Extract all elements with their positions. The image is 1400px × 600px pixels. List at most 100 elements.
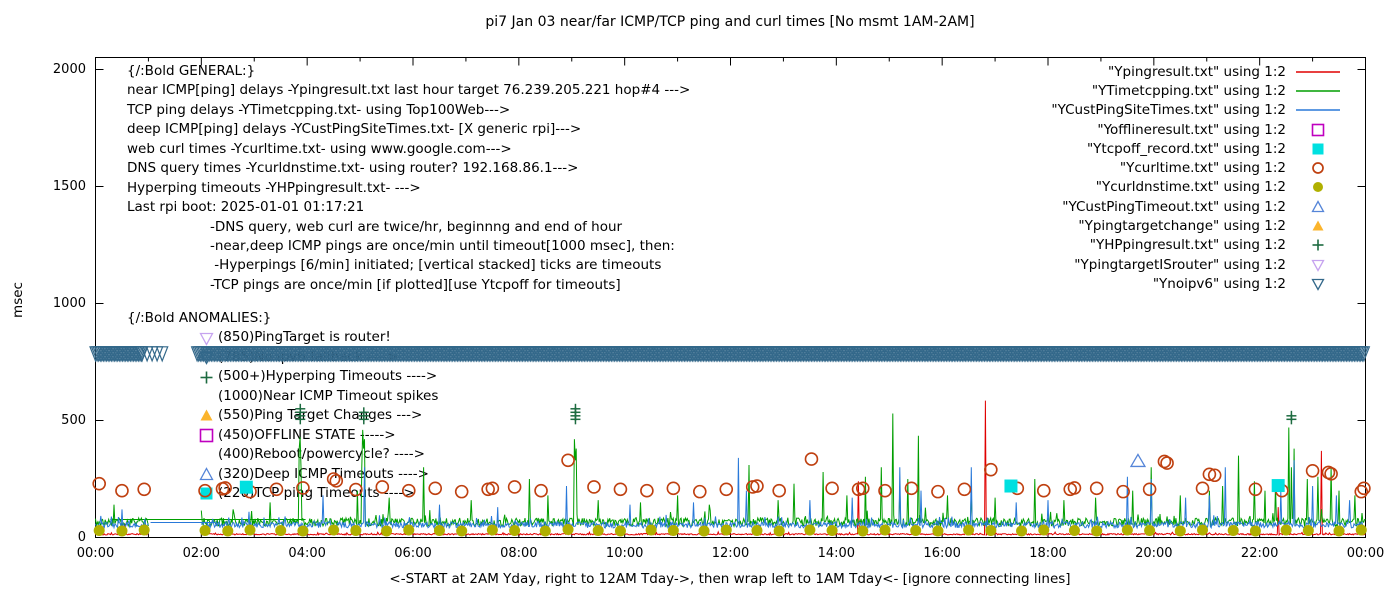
annotation-line: TCP ping delays -YTimetcpping.txt- using… (127, 101, 511, 118)
y-tick-label: 2000 (52, 61, 86, 77)
x-tick-label: 12:00 (711, 546, 750, 561)
legend-label: "Ycurldnstime.txt" using 1:2 (1095, 179, 1286, 196)
x-tick-label: 06:00 (394, 546, 432, 561)
triangle-open-icon (199, 466, 214, 480)
legend-item: "YTimetcpping.txt" using 1:2 (1051, 81, 1342, 100)
triangle-down-open-icon (199, 351, 214, 365)
legend-item: "Ynoipv6" using 1:2 (1051, 274, 1342, 293)
anomaly-text: (450)OFFLINE STATE -----> (218, 426, 396, 443)
legend-label: "Ypingresult.txt" using 1:2 (1108, 63, 1286, 80)
triangle-down-open-icon (1311, 278, 1325, 291)
chart-title: pi7 Jan 03 near/far ICMP/TCP ping and cu… (485, 14, 975, 30)
circle-filled-icon (1313, 182, 1323, 193)
circle-open-icon (1312, 162, 1324, 174)
legend-item: "YCustPingTimeout.txt" using 1:2 (1051, 197, 1342, 216)
y-tick-label: 500 (61, 412, 86, 428)
annotation-line: near ICMP[ping] delays -Ypingresult.txt … (127, 82, 691, 99)
general-heading: {/:Bold GENERAL:} (127, 63, 256, 79)
anomaly-row: (450)OFFLINE STATE -----> (127, 426, 438, 445)
annotation-line: Last rpi boot: 2025-01-01 01:17:21 (127, 199, 365, 216)
annotation-line: -TCP pings are once/min [if plotted][use… (210, 276, 621, 293)
x-tick-label: 02:00 (182, 546, 221, 561)
annotation-line: -DNS query, web curl are twice/hr, begin… (210, 218, 623, 235)
x-tick-label: 04:00 (288, 546, 326, 561)
legend-marker-line (1294, 64, 1342, 80)
anomaly-row: (850)PingTarget is router! (127, 328, 438, 347)
plus-icon (198, 369, 218, 386)
legend-label: "YpingtargetISrouter" using 1:2 (1074, 256, 1286, 273)
plus-icon (200, 371, 213, 384)
legend-marker-plus (1294, 237, 1342, 253)
series-YHPpingresult.txt (295, 403, 1297, 425)
y-tick-label: 1000 (52, 295, 86, 311)
anomaly-text: (1000)Near ICMP Timeout spikes (218, 387, 439, 404)
square-filled-icon (198, 485, 218, 502)
legend-marker-triangle-open (1294, 199, 1342, 215)
square-open-icon (198, 427, 218, 444)
legend-label: "YCustPingTimeout.txt" using 1:2 (1062, 198, 1286, 215)
legend-marker-triangle-down-open (1294, 257, 1342, 273)
y-axis-label: msec (10, 282, 26, 318)
triangle-down-open-icon (199, 332, 214, 346)
square-open-icon (1311, 123, 1325, 136)
square-open-icon (199, 428, 214, 443)
anomalies-annotations: {/:Bold ANOMALIES:} (850)PingTarget is r… (127, 309, 438, 503)
y-tick-label: 0 (77, 529, 86, 545)
anomalies-heading: {/:Bold ANOMALIES:} (127, 310, 272, 326)
legend-item: "Yofflineresult.txt" using 1:2 (1051, 120, 1342, 139)
annotation-line: -near,deep ICMP pings are once/min until… (210, 237, 675, 254)
series-Ycurldnstime.txt (93, 524, 1367, 537)
series-YCustPingTimeout.txt (1129, 453, 1147, 468)
square-filled-icon (200, 487, 213, 500)
general-annotations: {/:Bold GENERAL:} near ICMP[ping] delays… (127, 62, 690, 295)
triangle-filled-icon (198, 407, 218, 424)
legend-marker-square-filled (1294, 141, 1342, 157)
line-icon (1296, 109, 1340, 112)
legend-label: "YCustPingSiteTimes.txt" using 1:2 (1051, 102, 1286, 119)
x-tick-label: 14:00 (817, 546, 856, 561)
legend-item: "YpingtargetISrouter" using 1:2 (1051, 255, 1342, 274)
legend-marker-circle-filled (1294, 179, 1342, 195)
legend-marker-line (1294, 83, 1342, 99)
legend-item: "Ypingresult.txt" using 1:2 (1051, 62, 1342, 81)
x-tick-label: 16:00 (923, 546, 961, 561)
anomaly-row: (500+)Hyperping Timeouts ----> (127, 367, 438, 386)
line-icon (1296, 90, 1340, 92)
legend-item: "Ytcpoff_record.txt" using 1:2 (1051, 139, 1342, 158)
annotation-line: deep ICMP[ping] delays -YCustPingSiteTim… (127, 121, 582, 138)
line-icon (1296, 70, 1340, 73)
x-tick-label: 08:00 (500, 546, 538, 561)
x-tick-label: 00:00 (76, 546, 115, 561)
anomaly-text: (320)Deep ICMP Timeouts ----> (218, 465, 429, 482)
anomaly-text: (500+)Hyperping Timeouts ----> (218, 368, 438, 385)
legend-label: "YHPpingresult.txt" using 1:2 (1089, 237, 1286, 254)
annotation-line: Hyperping timeouts -YHPpingresult.txt- -… (127, 179, 421, 196)
annotation-line: DNS query times -Ycurldnstime.txt- using… (127, 160, 579, 177)
anomaly-row: (320)Deep ICMP Timeouts ----> (127, 465, 438, 484)
legend-label: "Ytcpoff_record.txt" using 1:2 (1086, 140, 1286, 157)
square-filled-icon (1312, 143, 1324, 155)
anomaly-row: (550)Ping Target Changes ---> (127, 406, 438, 425)
legend-marker-triangle-filled (1294, 218, 1342, 234)
triangle-open-icon (198, 466, 218, 483)
triangle-filled-icon (1312, 220, 1324, 231)
x-tick-label: 00:00 (1346, 546, 1385, 561)
legend-item: "Ycurldnstime.txt" using 1:2 (1051, 178, 1342, 197)
legend-item: "YHPpingresult.txt" using 1:2 (1051, 236, 1342, 255)
legend-item: "Ypingtargetchange" using 1:2 (1051, 216, 1342, 235)
annotation-line: -Hyperpings [6/min] initiated; [vertical… (210, 257, 662, 274)
legend-marker-square-open (1294, 122, 1342, 138)
anomaly-text: (850)PingTarget is router! (218, 329, 391, 346)
x-tick-label: 18:00 (1029, 546, 1067, 561)
anomaly-row: (1000)Near ICMP Timeout spikes (127, 387, 438, 406)
y-tick-label: 1500 (52, 178, 86, 194)
triangle-down-open-icon (1311, 259, 1325, 272)
anomaly-row: (220)TCP ping Timeouts ----> (127, 484, 438, 503)
x-tick-label: 20:00 (1135, 546, 1173, 561)
anomaly-text: (550)Ping Target Changes ---> (218, 407, 423, 424)
anomaly-row: (400)Reboot/powercycle? ----> (127, 445, 438, 464)
plus-icon (1312, 239, 1324, 251)
triangle-filled-icon (200, 409, 213, 421)
legend-label: "Ycurltime.txt" using 1:2 (1119, 160, 1286, 177)
